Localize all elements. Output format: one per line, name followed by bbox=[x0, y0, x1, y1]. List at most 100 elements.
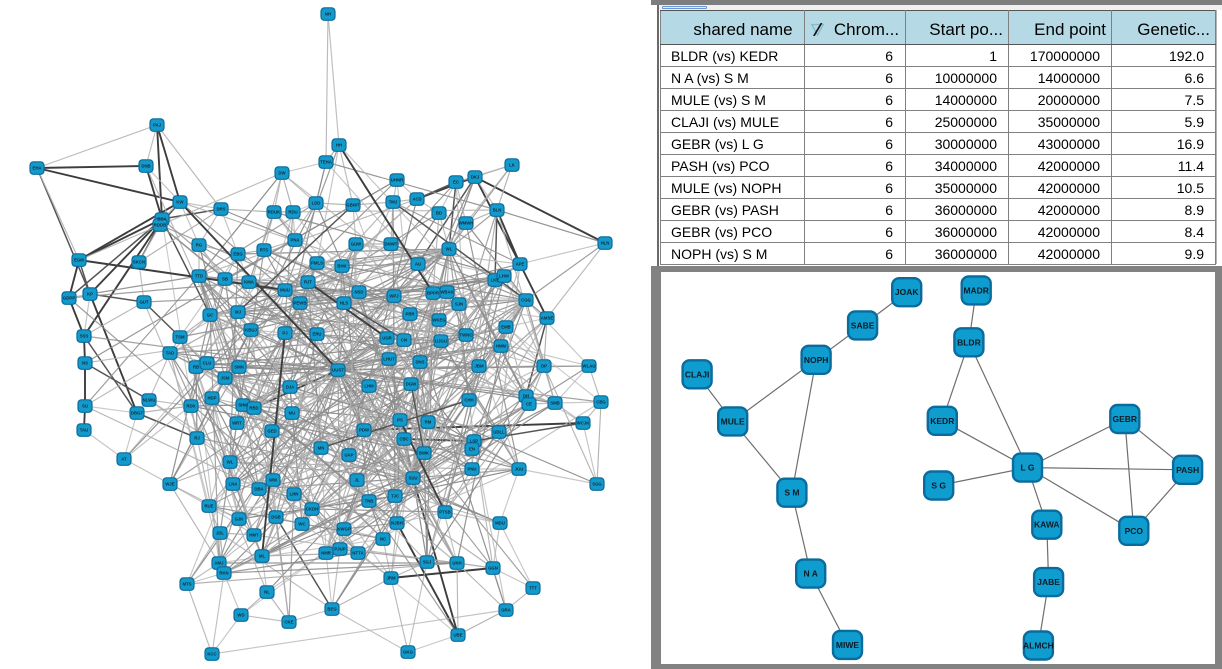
svg-text:BD: BD bbox=[436, 211, 442, 216]
svg-text:WPJ: WPJ bbox=[389, 294, 399, 299]
svg-text:RG: RG bbox=[196, 243, 203, 248]
svg-text:NC: NC bbox=[380, 537, 386, 542]
svg-text:CHH: CHH bbox=[464, 398, 473, 403]
svg-text:DNWT: DNWT bbox=[385, 242, 398, 247]
svg-text:EMB: EMB bbox=[501, 325, 511, 330]
svg-text:BLDR: BLDR bbox=[957, 337, 981, 347]
svg-text:PS: PS bbox=[397, 418, 403, 423]
svg-text:GKG: GKG bbox=[403, 650, 413, 655]
svg-text:HMT: HMT bbox=[249, 533, 259, 538]
svg-text:EN: EN bbox=[469, 447, 475, 452]
svg-text:TAD: TAD bbox=[166, 351, 175, 356]
svg-text:TAU: TAU bbox=[80, 428, 89, 433]
svg-text:KP: KP bbox=[87, 292, 93, 297]
svg-text:GJK: GJK bbox=[235, 517, 245, 522]
svg-text:LSP: LSP bbox=[470, 439, 478, 444]
svg-text:KCC: KCC bbox=[207, 652, 216, 657]
svg-text:RB: RB bbox=[193, 365, 199, 370]
svg-text:TTD: TTD bbox=[195, 274, 203, 279]
svg-text:RTS: RTS bbox=[260, 248, 269, 253]
svg-text:UUST: UUST bbox=[332, 368, 344, 373]
svg-text:DP: DP bbox=[541, 364, 547, 369]
svg-text:PBR: PBR bbox=[405, 312, 415, 317]
svg-text:MADR: MADR bbox=[963, 285, 989, 295]
svg-text:MTS: MTS bbox=[182, 582, 191, 587]
svg-text:CKE: CKE bbox=[284, 620, 293, 625]
svg-text:EHA: EHA bbox=[32, 166, 41, 171]
svg-text:MDU: MDU bbox=[495, 521, 505, 526]
svg-text:KWGP: KWGP bbox=[337, 527, 351, 532]
svg-text:WBAK: WBAK bbox=[440, 290, 454, 295]
svg-text:GRA: GRA bbox=[501, 608, 511, 613]
svg-text:RJ: RJ bbox=[194, 436, 200, 441]
svg-text:DNS: DNS bbox=[415, 360, 424, 365]
svg-text:PNA: PNA bbox=[290, 238, 299, 243]
svg-text:MUU: MUU bbox=[280, 288, 290, 293]
svg-text:UHNR: UHNR bbox=[391, 178, 404, 183]
svg-text:TSM: TSM bbox=[175, 335, 184, 340]
svg-text:EGM: EGM bbox=[74, 258, 84, 263]
svg-text:TJC: TJC bbox=[391, 494, 399, 499]
svg-text:NSD: NSD bbox=[354, 290, 363, 295]
svg-text:NMR: NMR bbox=[321, 551, 332, 556]
svg-text:TEHA: TEHA bbox=[320, 160, 332, 165]
svg-text:GDPP: GDPP bbox=[63, 296, 75, 301]
svg-text:GC: GC bbox=[207, 313, 213, 318]
svg-text:KMA: KMA bbox=[244, 280, 254, 285]
svg-text:LKE: LKE bbox=[491, 278, 500, 283]
svg-text:BPPR: BPPR bbox=[427, 291, 440, 296]
svg-text:DBA: DBA bbox=[254, 487, 263, 492]
svg-text:JGU: JGU bbox=[515, 467, 524, 472]
svg-text:DJA: DJA bbox=[286, 385, 295, 390]
svg-text:JRM: JRM bbox=[386, 576, 395, 581]
svg-text:UJGU: UJGU bbox=[435, 339, 447, 344]
svg-text:DRS: DRS bbox=[216, 207, 225, 212]
svg-text:UDLL: UDLL bbox=[493, 430, 505, 435]
svg-text:WJE: WJE bbox=[165, 482, 174, 487]
svg-text:CKDH: CKDH bbox=[306, 507, 318, 512]
svg-text:WRT: WRT bbox=[232, 421, 242, 426]
svg-text:TWNC: TWNC bbox=[460, 333, 473, 338]
svg-text:SKCN: SKCN bbox=[133, 260, 145, 265]
svg-text:BHK: BHK bbox=[337, 264, 347, 269]
svg-text:SSS: SSS bbox=[80, 334, 89, 339]
svg-text:MN: MN bbox=[318, 446, 325, 451]
svg-text:SUU: SUU bbox=[408, 476, 417, 481]
svg-text:GUT: GUT bbox=[139, 300, 148, 305]
svg-text:KW: KW bbox=[176, 200, 184, 205]
svg-text:BWK: BWK bbox=[419, 451, 430, 456]
svg-text:CLAJI: CLAJI bbox=[685, 369, 710, 379]
svg-text:JSM: JSM bbox=[221, 376, 230, 381]
svg-text:CN: CN bbox=[401, 338, 407, 343]
svg-text:NJBH: NJBH bbox=[391, 521, 403, 526]
svg-text:LK: LK bbox=[509, 163, 516, 168]
svg-text:ACD: ACD bbox=[412, 197, 421, 202]
svg-text:DW: DW bbox=[278, 171, 286, 176]
svg-text:BDA: BDA bbox=[157, 217, 166, 222]
svg-text:RDDB: RDDB bbox=[154, 223, 166, 228]
svg-text:RUE: RUE bbox=[204, 504, 213, 509]
svg-text:MU: MU bbox=[289, 411, 296, 416]
svg-text:WD: WD bbox=[237, 613, 244, 618]
svg-text:APE: APE bbox=[516, 262, 525, 267]
svg-text:PJUP: PJUP bbox=[334, 547, 345, 552]
svg-text:PTSB: PTSB bbox=[439, 510, 450, 515]
svg-text:SB: SB bbox=[222, 277, 228, 282]
svg-text:RM: RM bbox=[425, 420, 432, 425]
svg-text:NTTA: NTTA bbox=[352, 551, 363, 556]
svg-text:UAP: UAP bbox=[344, 453, 353, 458]
svg-text:DGW: DGW bbox=[406, 382, 417, 387]
svg-text:HLN: HLN bbox=[601, 241, 610, 246]
svg-text:S M: S M bbox=[784, 488, 799, 498]
svg-text:LHW: LHW bbox=[499, 274, 510, 279]
svg-text:HMM: HMM bbox=[496, 344, 507, 349]
svg-text:TMJ: TMJ bbox=[389, 200, 398, 205]
svg-text:WL: WL bbox=[227, 460, 234, 465]
svg-text:TTT: TTT bbox=[529, 586, 537, 591]
svg-text:AT: AT bbox=[121, 457, 127, 462]
svg-text:PNU: PNU bbox=[467, 467, 476, 472]
svg-text:RDUK: RDUK bbox=[268, 210, 281, 215]
svg-text:NH: NH bbox=[325, 12, 331, 17]
svg-text:CBG: CBG bbox=[596, 400, 606, 405]
svg-text:LHM: LHM bbox=[364, 384, 374, 389]
